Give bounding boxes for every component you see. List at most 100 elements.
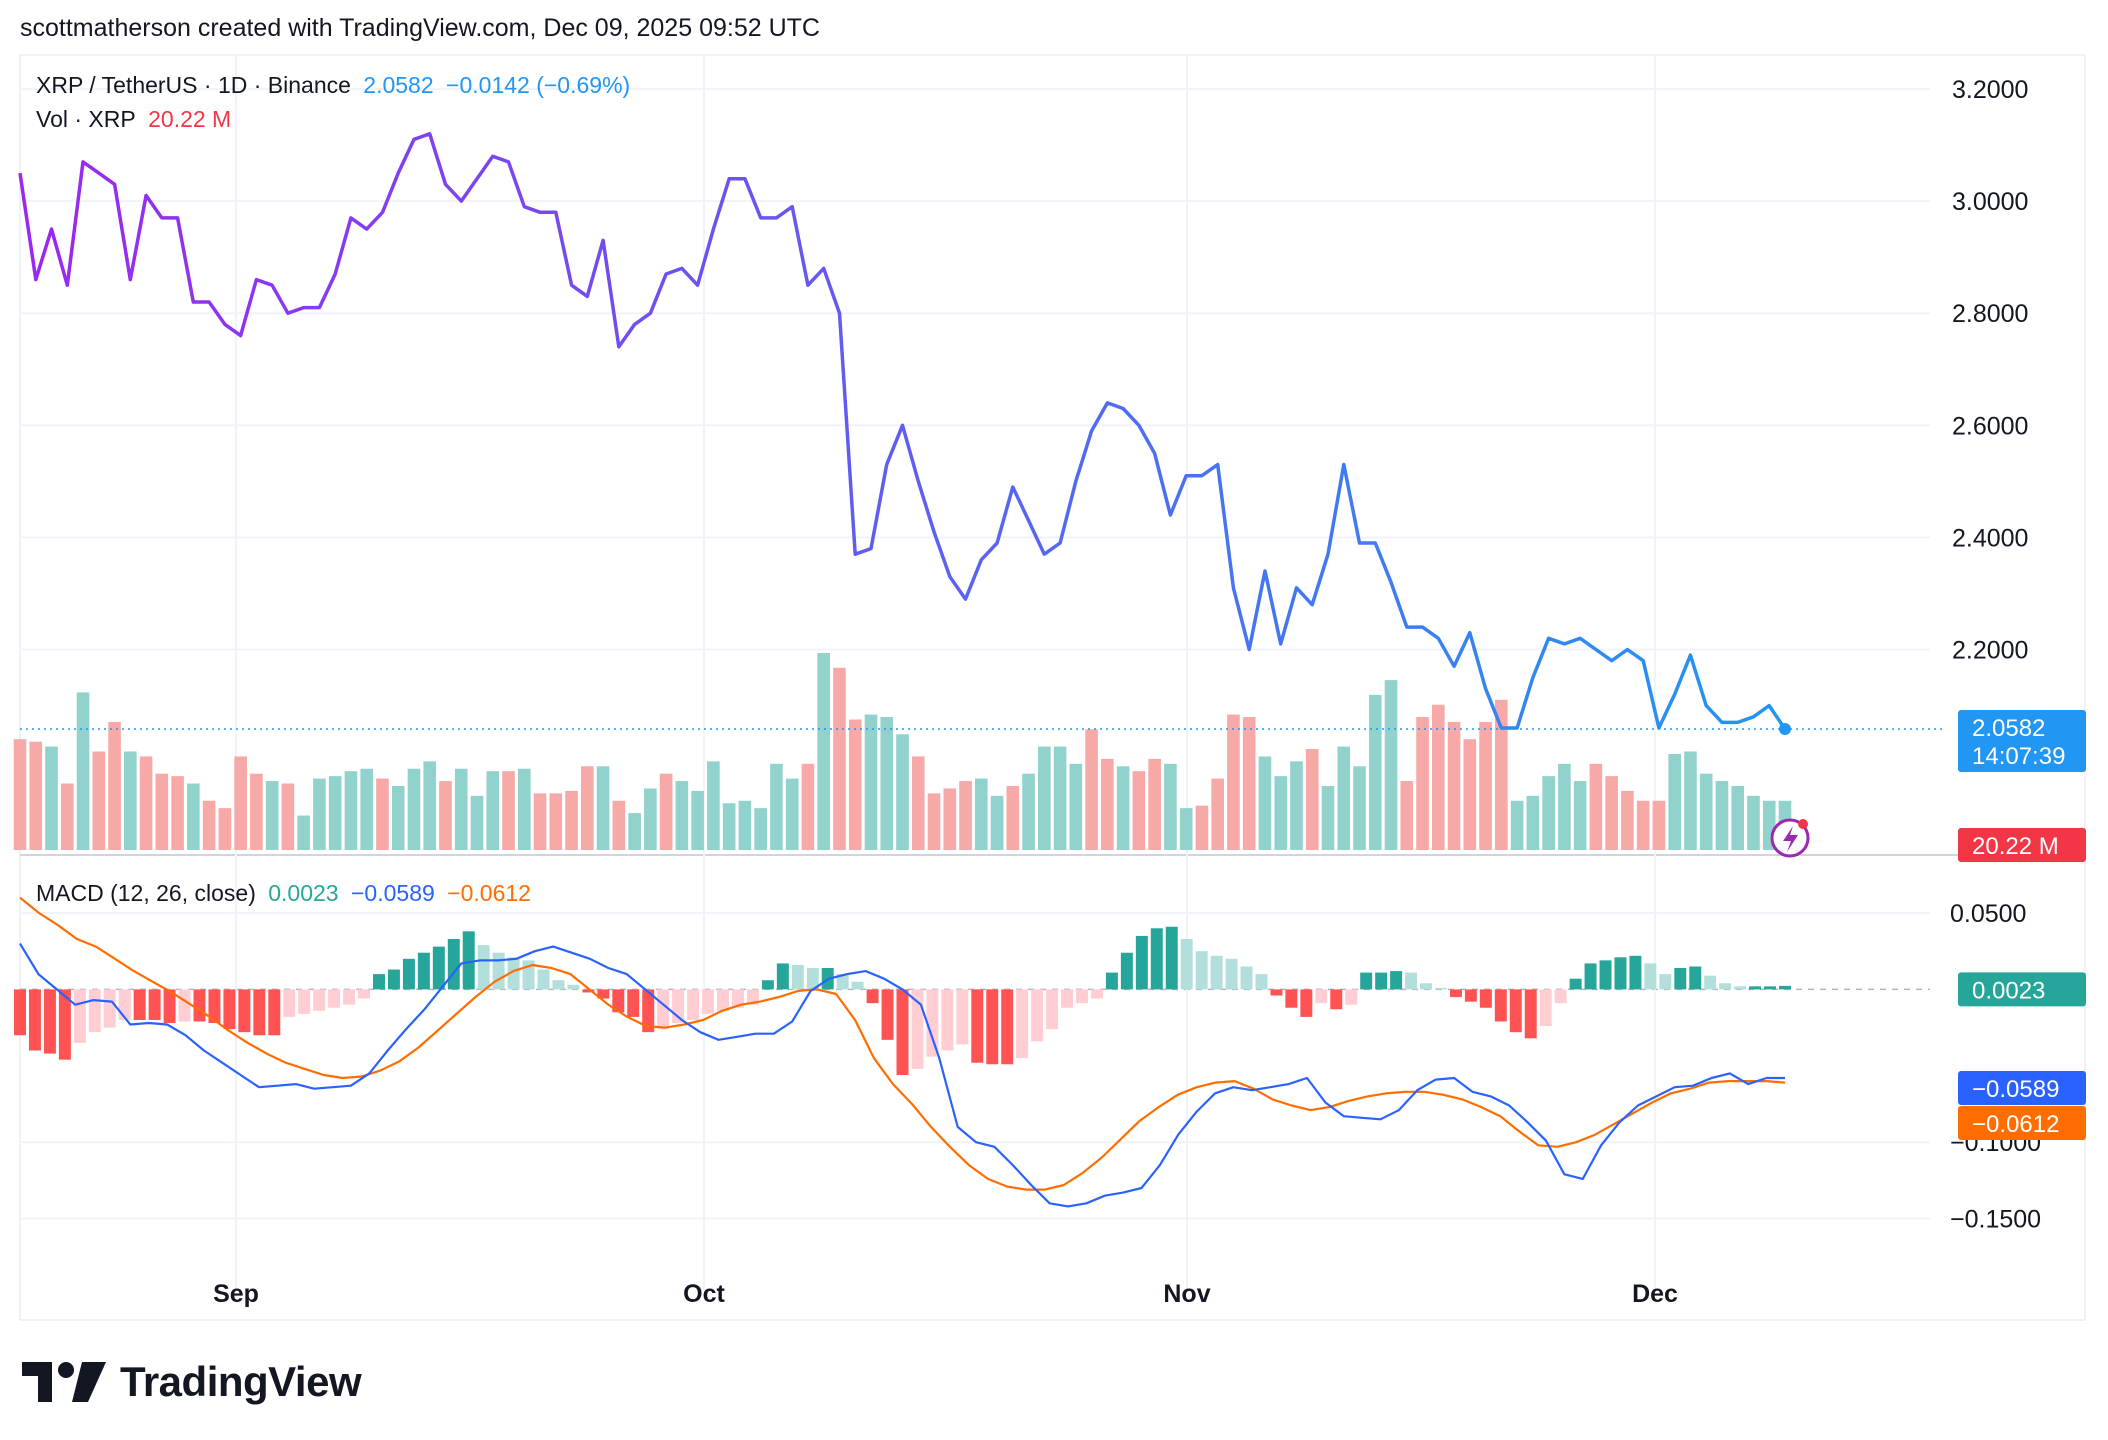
histogram-bar (1405, 972, 1418, 990)
histogram-bar (1270, 989, 1283, 996)
volume-bar (139, 756, 153, 850)
volume-bar (1258, 756, 1272, 850)
histogram-bar (268, 989, 281, 1036)
axes: 3.2000 3.0000 2.8000 2.6000 2.4000 2.2000 0.05… (213, 76, 2041, 1308)
alert-dot-icon (1798, 819, 1808, 829)
histogram-bar (1031, 989, 1044, 1042)
histogram-bar (178, 989, 191, 1022)
histogram-bar (1001, 989, 1014, 1065)
volume-bar (801, 763, 815, 850)
volume-bar (1684, 751, 1697, 850)
histogram-bar (1719, 983, 1732, 990)
histogram-bar (417, 952, 430, 990)
grid-lines (19, 54, 2086, 1321)
volume-bar (1006, 785, 1020, 850)
volume-bar (502, 771, 515, 850)
volume-bar (628, 813, 641, 850)
volume-bar (1573, 781, 1587, 850)
volume-bar (1321, 785, 1335, 850)
histogram-bar (851, 981, 864, 990)
histogram-bar (1494, 989, 1507, 1022)
histogram-bar (88, 989, 101, 1033)
volume-bar (848, 719, 862, 850)
histogram-bar (612, 989, 625, 1013)
volume-bar (454, 768, 468, 850)
volume-legend[interactable]: Vol · XRP 20.22 M (36, 106, 237, 133)
volume-bar (1242, 717, 1256, 850)
volume-bar (486, 771, 500, 850)
histogram-bar (956, 989, 969, 1045)
histogram-bar (1315, 989, 1328, 1004)
histogram-bar (1434, 987, 1447, 990)
volume-bar (833, 667, 846, 850)
histogram-bar (163, 989, 176, 1024)
volume-bar (864, 714, 878, 850)
volume-bar (124, 751, 137, 850)
volume-bar (1132, 771, 1146, 850)
tradingview-logo[interactable]: TradingView (22, 1358, 362, 1406)
volume-label: Vol · XRP (36, 106, 136, 132)
volume-bar (1558, 763, 1571, 850)
macd-signal-value: −0.0612 (447, 880, 531, 906)
histogram-bar (941, 989, 954, 1051)
volume-badge: 20.22 M (1958, 828, 2086, 862)
histogram-bar (133, 989, 146, 1020)
volume-bar (1479, 721, 1492, 850)
price-badge-text: 14:07:39 (1972, 743, 2065, 770)
volume-bar (1053, 746, 1067, 850)
histogram-bar (298, 989, 311, 1014)
tradingview-logo-icon (22, 1362, 106, 1402)
histogram-bar (1090, 989, 1103, 999)
histogram-bar (1240, 966, 1253, 990)
histogram-bar (1150, 928, 1163, 990)
volume-bar (1116, 766, 1130, 850)
histogram-bar (73, 989, 86, 1043)
histogram-bar (761, 980, 774, 990)
histogram-bar (672, 989, 685, 1024)
volume-bar (1305, 749, 1319, 850)
x-tick-label: Sep (213, 1280, 259, 1308)
volume-bar (1621, 790, 1634, 850)
volume-bar (187, 783, 200, 850)
x-tick-label: Dec (1632, 1280, 1678, 1308)
volume-bar (959, 781, 972, 850)
volume-bar (1463, 739, 1477, 850)
macd-badge: −0.0589 (1958, 1071, 2086, 1105)
volume-bar (407, 768, 421, 850)
macd-hist-value: 0.0023 (268, 880, 339, 906)
histogram-bar (402, 958, 415, 990)
histogram-bar (657, 989, 670, 1030)
volume-bar (517, 768, 531, 850)
macd-tick-label: −0.1500 (1950, 1206, 2041, 1234)
volume-bar (344, 771, 358, 850)
histogram-bar (881, 989, 894, 1040)
volume-bar (1211, 778, 1224, 850)
volume-bar (911, 756, 925, 850)
lightning-icon (1783, 826, 1798, 852)
x-tick-label: Nov (1163, 1280, 1210, 1308)
volume-bar (328, 776, 342, 850)
histogram-bar (223, 989, 236, 1030)
macd-badge-bg (1958, 1071, 2086, 1105)
symbol-legend[interactable]: XRP / TetherUS · 1D · Binance 2.0582 −0.… (36, 72, 636, 99)
histogram-bar (1105, 972, 1118, 990)
volume-bar (1652, 800, 1666, 850)
histogram-bar (118, 989, 131, 1020)
price-tick-label: 2.8000 (1952, 300, 2028, 328)
volume-bar (1148, 758, 1161, 850)
histogram-bar (1674, 968, 1687, 990)
histogram-bar (776, 963, 789, 990)
alert-icon[interactable] (1770, 818, 1810, 858)
macd-line-value: −0.0589 (351, 880, 435, 906)
macd-legend[interactable]: MACD (12, 26, close) 0.0023 −0.0589 −0.0… (36, 880, 537, 907)
volume-bar (1101, 758, 1114, 850)
volume-bar (1274, 776, 1288, 850)
macd-line (19, 943, 1785, 1208)
volume-bar (1179, 808, 1193, 850)
histogram-bar (1420, 983, 1432, 990)
histogram-bar (642, 989, 655, 1033)
price-pane (18, 132, 1945, 735)
volume-bar (1636, 800, 1650, 850)
histogram-bar (552, 980, 565, 990)
